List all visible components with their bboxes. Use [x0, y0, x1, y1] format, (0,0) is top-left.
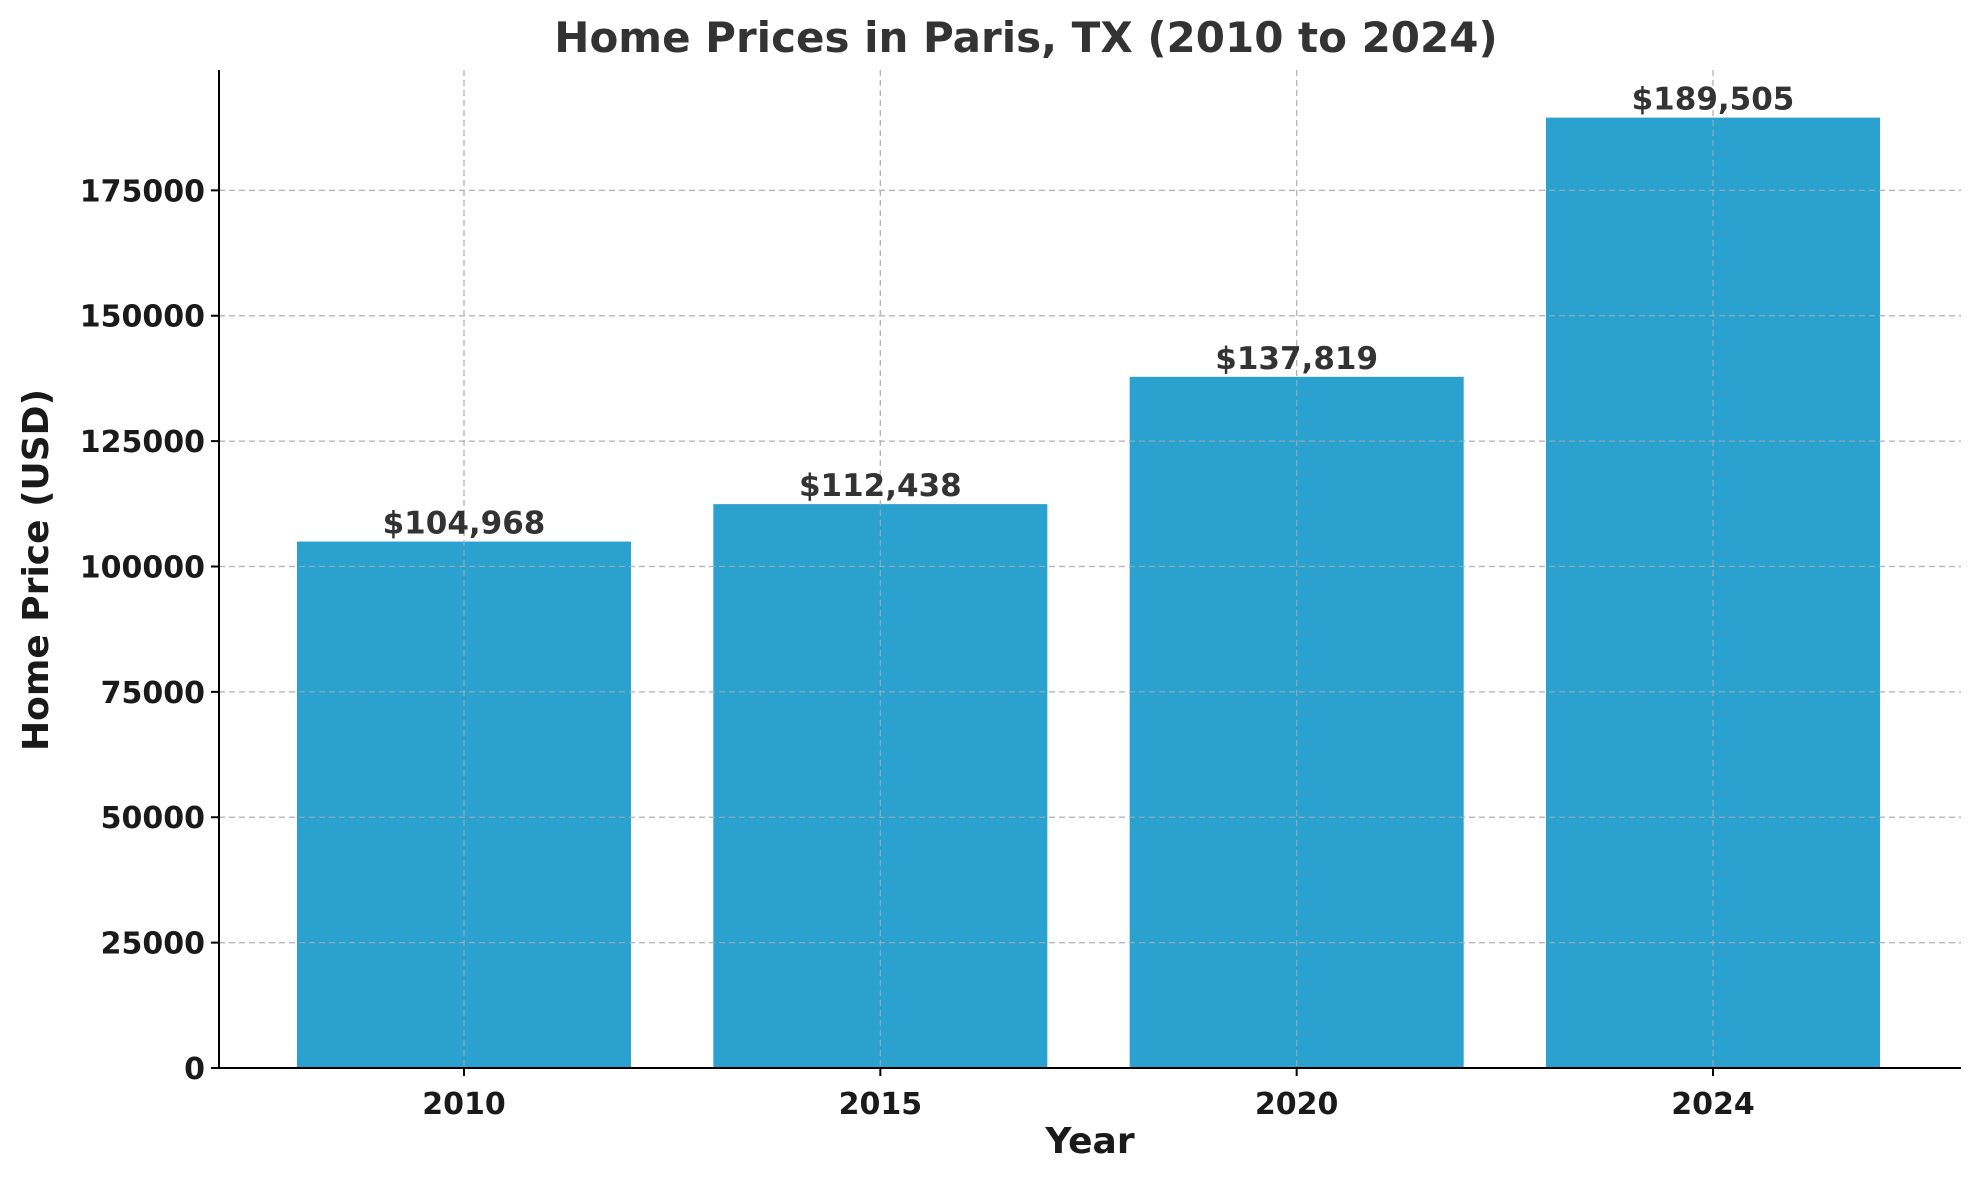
y-tick-label: 100000	[80, 550, 205, 585]
y-tick-label: 25000	[101, 927, 205, 962]
x-tick-label: 2015	[839, 1087, 923, 1122]
x-tick-label: 2024	[1671, 1087, 1755, 1122]
data-label: $189,505	[1632, 82, 1795, 118]
bars-layer	[297, 117, 1880, 1068]
grid-overlay	[219, 70, 1961, 1068]
axes-layer	[218, 70, 1961, 1069]
y-axis-label: Home Price (USD)	[16, 389, 57, 751]
x-tick-label: 2020	[1255, 1087, 1339, 1122]
y-tick-label: 125000	[80, 425, 205, 460]
chart-title: Home Prices in Paris, TX (2010 to 2024)	[554, 13, 1497, 62]
y-tick-label: 75000	[101, 676, 205, 711]
data-label: $112,438	[799, 468, 962, 504]
y-tick-label: 150000	[80, 300, 205, 335]
data-labels-layer: $104,968 $112,438 $137,819 $189,505	[383, 82, 1795, 542]
y-tick-label: 50000	[101, 801, 205, 836]
ticks-layer: 0 25000 50000 75000 100000 125000 150000 175000…	[80, 174, 1755, 1122]
y-tick-label: 175000	[80, 174, 205, 209]
y-tick-label: 0	[184, 1052, 205, 1087]
data-label: $104,968	[383, 506, 546, 542]
x-tick-label: 2010	[422, 1087, 506, 1122]
x-axis-label: Year	[1044, 1121, 1134, 1162]
data-label: $137,819	[1215, 341, 1378, 377]
